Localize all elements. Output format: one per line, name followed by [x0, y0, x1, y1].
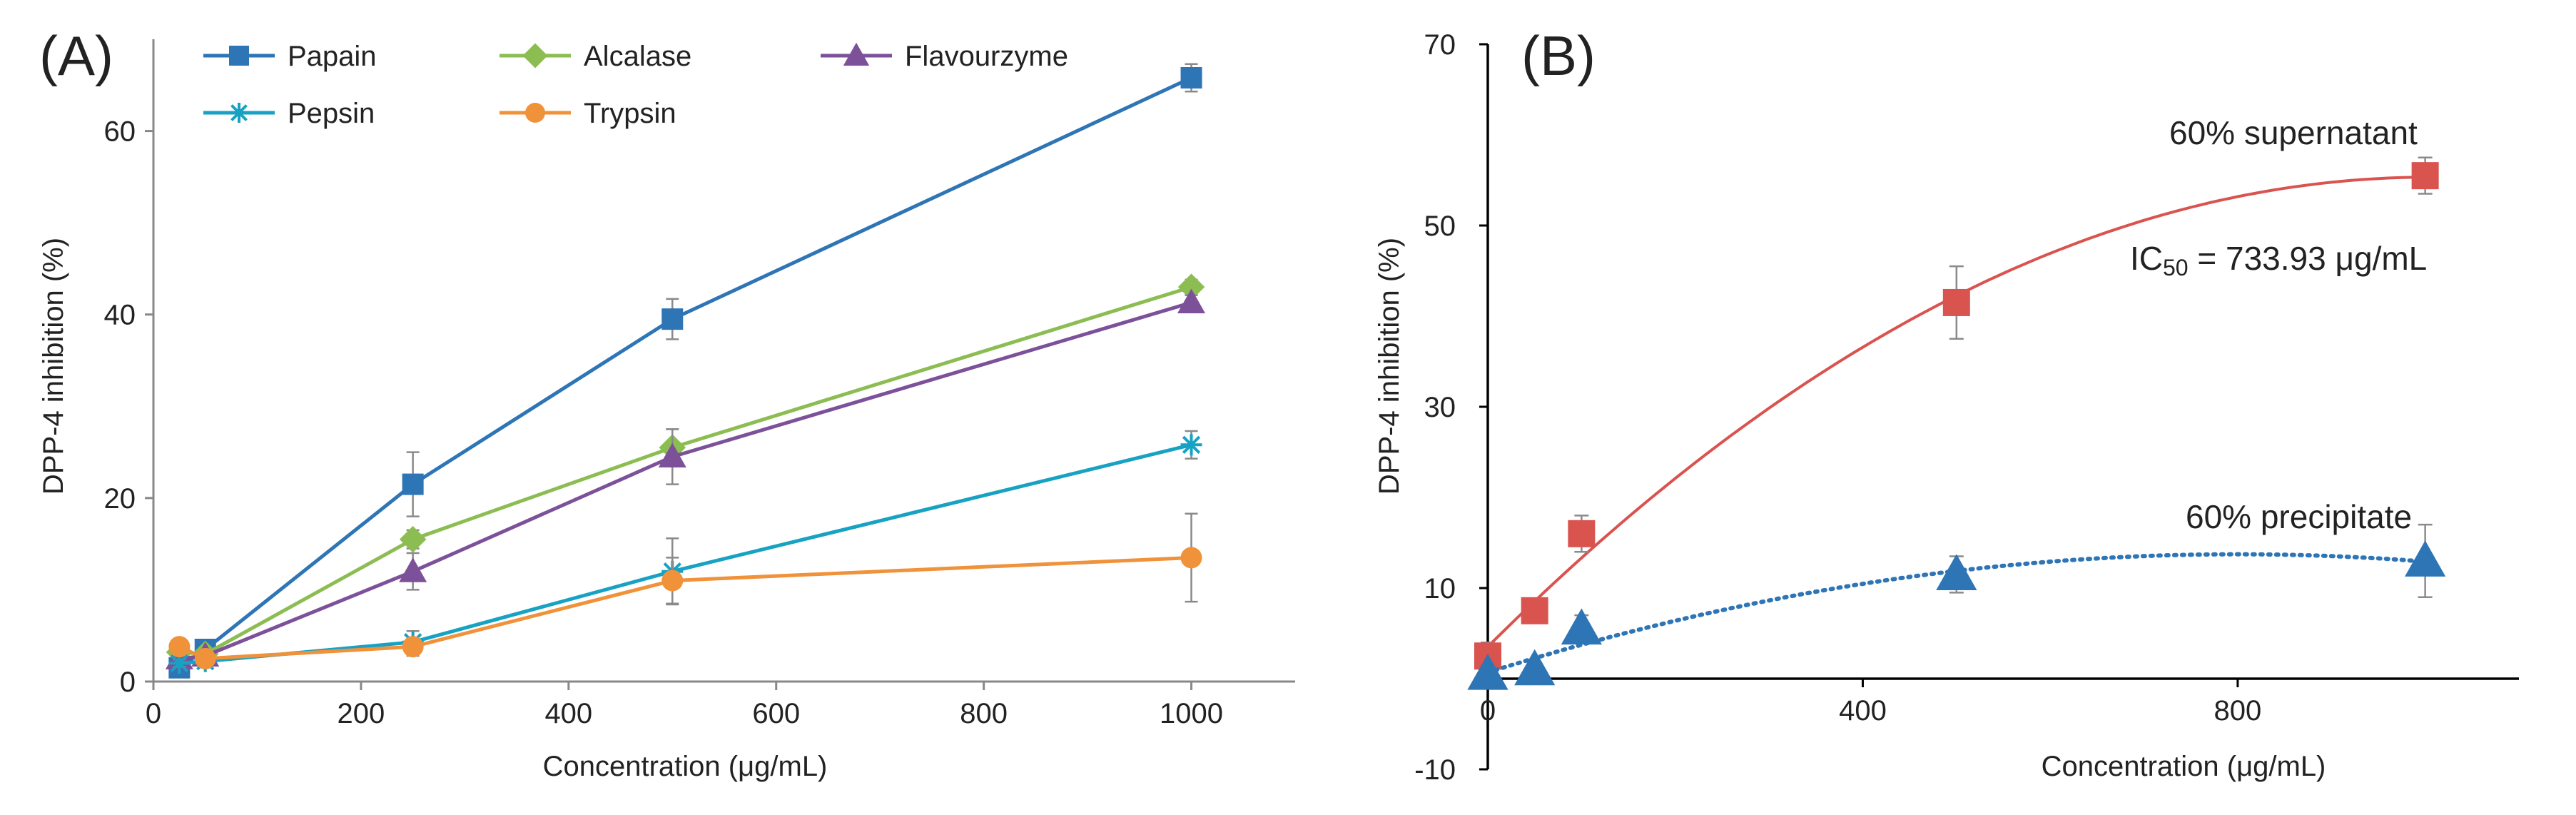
legend-item-papain: Papain: [203, 41, 377, 72]
point-papain: [1180, 67, 1202, 88]
panel-a-y-tick-label: 20: [104, 483, 136, 515]
legend-marker: [843, 42, 870, 66]
panel-a-x-tick-label: 200: [338, 698, 385, 729]
point-flavourzyme: [399, 557, 427, 582]
panel-b-y-tick-label: 30: [1424, 392, 1456, 423]
legend-label: Papain: [288, 41, 377, 72]
point-alcalase: [1177, 273, 1205, 300]
legend-label: Pepsin: [288, 98, 375, 129]
legend-marker: [522, 43, 548, 69]
panel-a: (A) 0 200 400 600 800 1000 0 20 40 60 Papain Alcal…: [38, 24, 1295, 782]
legend-label: Flavourzyme: [905, 41, 1068, 72]
supernatant-label: 60% supernatant: [2169, 114, 2418, 151]
data-point: [2411, 162, 2439, 190]
panel-b-label: (B): [1521, 24, 1596, 87]
panel-b-y-tick-label: -10: [1414, 754, 1456, 786]
panel-a-x-tick-label: 600: [752, 698, 800, 729]
data-point: [1514, 649, 1556, 686]
panel-a-y-tick-label: 0: [120, 667, 136, 698]
legend-marker: [229, 46, 249, 66]
point-papain: [402, 473, 424, 495]
series-60-precipitate: [1467, 523, 2446, 690]
panel-b-y-tick-label: 10: [1424, 573, 1456, 604]
line-pepsin: [179, 442, 1192, 665]
panel-b-y-tick-label: 50: [1424, 211, 1456, 242]
panel-b-x-tick-label: 800: [2214, 695, 2262, 727]
panel-b-x-tick-label: 400: [1839, 695, 1887, 727]
data-point: [1561, 608, 1602, 645]
panel-b-y-axis-label: DPP-4 inhibition (%): [1374, 238, 1405, 495]
ic50-prefix: IC: [2130, 240, 2163, 277]
data-point: [2405, 540, 2446, 577]
data-point: [1521, 597, 1548, 624]
panel-b: (B) 0 400 800 -10 10 30 50 70 60% supernatant I…: [1374, 24, 2519, 786]
panel-a-x-axis-label: Concentration (μg/mL): [543, 751, 828, 782]
panel-b-x-tick-label: 0: [1480, 695, 1496, 727]
data-point: [1467, 654, 1508, 690]
legend-item-pepsin: Pepsin: [203, 98, 375, 129]
panel-a-y-tick-label: 60: [104, 116, 136, 148]
legend-label: Trypsin: [584, 98, 676, 129]
ic50-subscript: 50: [2163, 255, 2189, 280]
legend-item-trypsin: Trypsin: [500, 98, 676, 129]
data-point: [1936, 554, 1977, 590]
legend-marker: [229, 103, 249, 123]
point-trypsin: [168, 636, 191, 658]
legend-marker: [525, 103, 545, 123]
panel-a-y-axis-label: DPP-4 inhibition (%): [38, 238, 69, 495]
point-trypsin: [661, 570, 684, 592]
point-trypsin: [1180, 547, 1202, 569]
legend-label: Alcalase: [584, 41, 691, 72]
precipitate-label: 60% precipitate: [2186, 498, 2412, 535]
ic50-value: = 733.93 μg/mL: [2189, 240, 2428, 277]
series-pepsin: [168, 430, 1202, 674]
point-papain: [661, 308, 684, 330]
series-papain: [168, 63, 1202, 679]
panel-a-label: (A): [39, 24, 113, 87]
point-flavourzyme: [1177, 288, 1206, 313]
point-pepsin: [1180, 434, 1202, 456]
point-pepsin: [168, 652, 191, 674]
series-trypsin: [168, 512, 1202, 669]
ic50-label: IC50 = 733.93 μg/mL: [2130, 240, 2427, 280]
panel-a-y-tick-label: 40: [104, 300, 136, 331]
data-point: [1568, 520, 1596, 547]
line-trypsin: [178, 555, 1192, 661]
line-alcalase: [179, 285, 1192, 656]
panel-a-x-tick-label: 400: [544, 698, 592, 729]
panel-b-x-axis-label: Concentration (μg/mL): [2042, 751, 2326, 782]
legend-item-flavourzyme: Flavourzyme: [821, 41, 1068, 72]
panel-a-x-tick-label: 800: [960, 698, 1008, 729]
point-flavourzyme: [658, 442, 686, 467]
panel-a-x-tick-label: 0: [146, 698, 161, 729]
point-alcalase: [399, 525, 427, 553]
point-trypsin: [402, 636, 424, 658]
data-point: [1942, 288, 1970, 316]
point-trypsin: [194, 647, 216, 669]
legend-item-alcalase: Alcalase: [500, 41, 691, 72]
panel-b-y-tick-label: 70: [1424, 29, 1456, 61]
panel-a-x-tick-label: 1000: [1160, 698, 1223, 729]
